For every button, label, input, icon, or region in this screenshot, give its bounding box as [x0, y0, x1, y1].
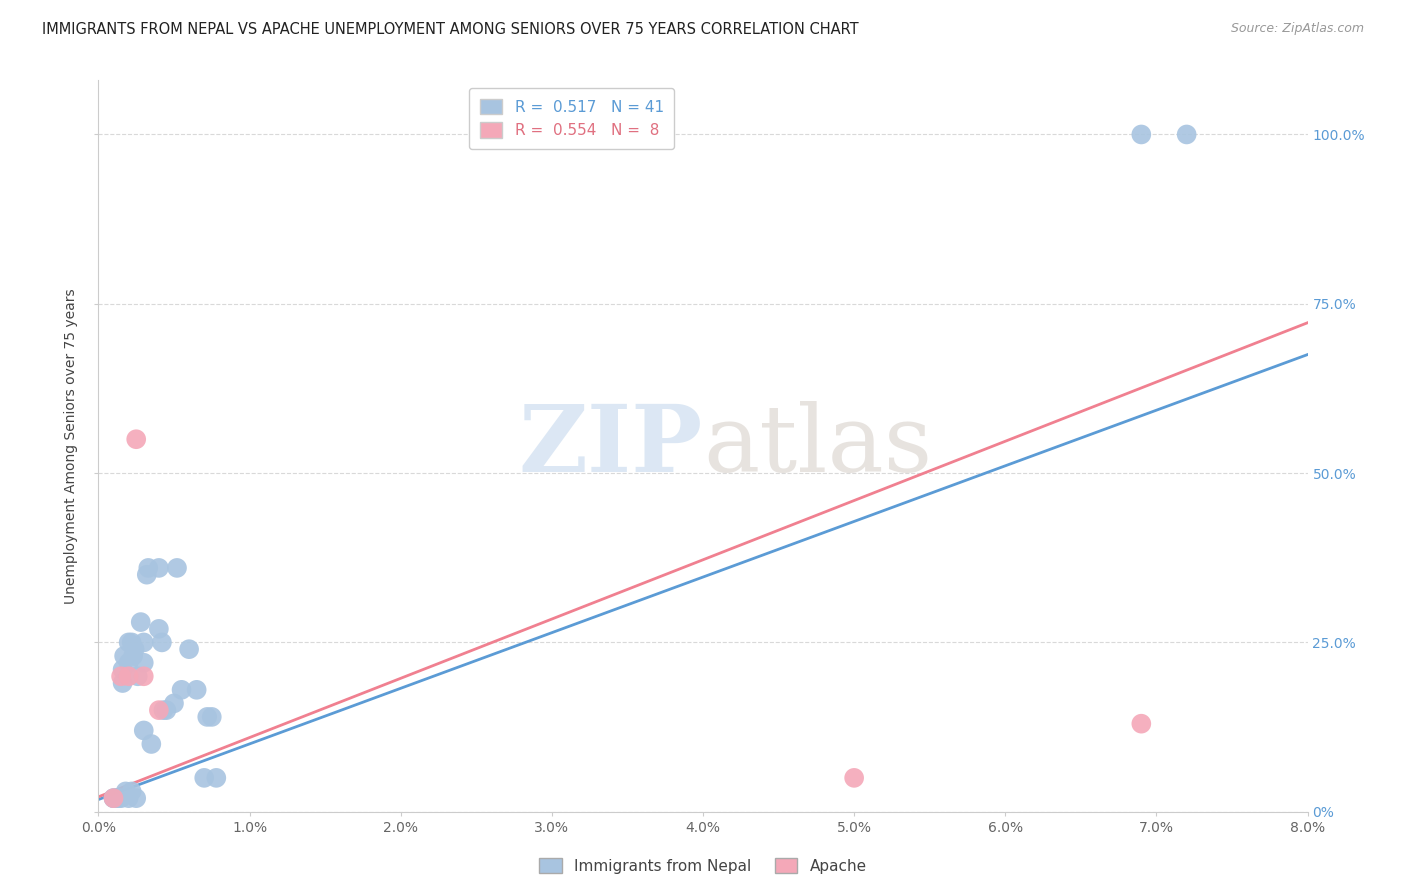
Point	[150, 635, 173, 649]
Point	[1130, 716, 1153, 731]
Point	[844, 771, 866, 785]
Point	[201, 710, 224, 724]
Point	[125, 432, 148, 446]
Point	[111, 676, 134, 690]
Point	[1130, 128, 1153, 142]
Point	[125, 791, 148, 805]
Point	[155, 703, 177, 717]
Point	[124, 642, 146, 657]
Point	[135, 567, 157, 582]
Point	[193, 771, 215, 785]
Point	[136, 561, 159, 575]
Point	[132, 656, 155, 670]
Point	[118, 656, 141, 670]
Point	[163, 697, 186, 711]
Text: atlas: atlas	[703, 401, 932, 491]
Point	[186, 682, 208, 697]
Point	[148, 703, 170, 717]
Point	[205, 771, 228, 785]
Point	[148, 622, 170, 636]
Point	[121, 784, 143, 798]
Point	[103, 791, 125, 805]
Point	[103, 791, 125, 805]
Point	[111, 663, 134, 677]
Point	[121, 635, 143, 649]
Point	[148, 561, 170, 575]
Point	[112, 648, 135, 663]
Point	[129, 615, 152, 629]
Point	[195, 710, 218, 724]
Point	[132, 635, 155, 649]
Point	[170, 682, 193, 697]
Point	[118, 791, 141, 805]
Legend: Immigrants from Nepal, Apache: Immigrants from Nepal, Apache	[533, 852, 873, 880]
Point	[118, 635, 141, 649]
Text: Source: ZipAtlas.com: Source: ZipAtlas.com	[1230, 22, 1364, 36]
Point	[179, 642, 201, 657]
Point	[127, 669, 149, 683]
Legend: R =  0.517   N = 41, R =  0.554   N =  8: R = 0.517 N = 41, R = 0.554 N = 8	[468, 88, 675, 149]
Y-axis label: Unemployment Among Seniors over 75 years: Unemployment Among Seniors over 75 years	[65, 288, 79, 604]
Point	[1175, 128, 1198, 142]
Point	[107, 791, 129, 805]
Point	[132, 669, 155, 683]
Point	[105, 791, 128, 805]
Point	[114, 784, 136, 798]
Point	[103, 791, 125, 805]
Text: ZIP: ZIP	[519, 401, 703, 491]
Point	[110, 791, 132, 805]
Point	[132, 723, 155, 738]
Point	[152, 703, 174, 717]
Point	[110, 669, 132, 683]
Text: IMMIGRANTS FROM NEPAL VS APACHE UNEMPLOYMENT AMONG SENIORS OVER 75 YEARS CORRELA: IMMIGRANTS FROM NEPAL VS APACHE UNEMPLOY…	[42, 22, 859, 37]
Point	[122, 648, 145, 663]
Point	[118, 669, 141, 683]
Point	[141, 737, 163, 751]
Point	[166, 561, 188, 575]
